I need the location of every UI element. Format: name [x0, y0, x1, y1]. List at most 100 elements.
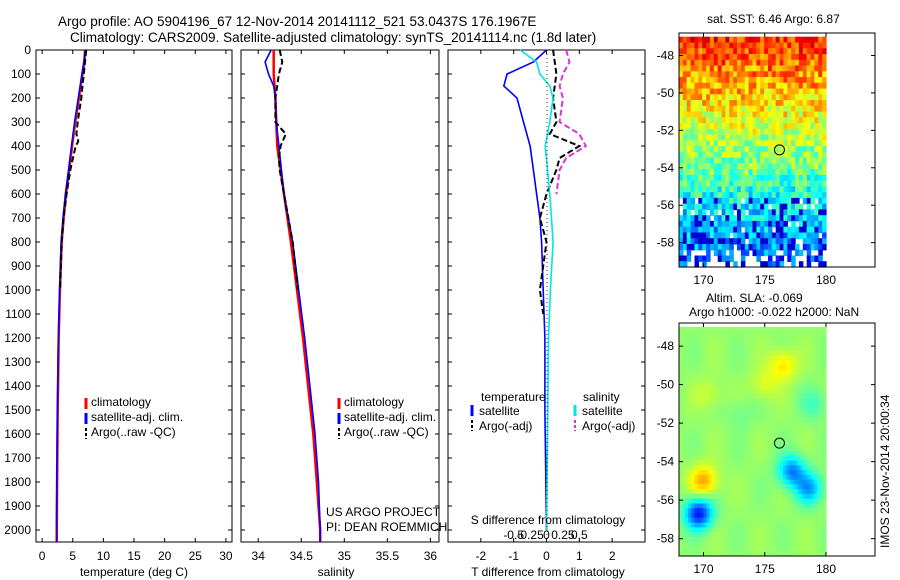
heatmap-cell: [767, 422, 772, 428]
heatmap-cell: [771, 42, 777, 49]
heatmap-cell: [691, 508, 695, 514]
heatmap-cell: [810, 412, 815, 419]
heatmap-cell: [731, 417, 735, 423]
heatmap-cell: [798, 455, 803, 462]
heatmap-cell: [731, 532, 735, 538]
heatmap-cell: [783, 484, 787, 490]
heatmap-cell: [804, 360, 809, 366]
heatmap-cell: [798, 48, 804, 55]
heatmap-cell: [764, 493, 769, 500]
heatmap-cell: [715, 431, 720, 438]
heatmap-cell: [682, 350, 686, 357]
heatmap-cell: [771, 157, 777, 164]
heatmap-cell: [806, 238, 812, 245]
heatmap-cell: [791, 151, 796, 159]
heatmap-cell: [822, 140, 827, 147]
heatmap-cell: [764, 451, 769, 457]
heatmap-cell: [728, 546, 732, 552]
heatmap-cell: [746, 436, 751, 443]
heatmap-cell: [694, 180, 699, 188]
heatmap-cell: [822, 345, 827, 352]
heatmap-cell: [717, 255, 723, 262]
heatmap-cell: [749, 388, 754, 395]
heatmap-cell: [688, 532, 692, 538]
heatmap-cell: [731, 412, 735, 419]
heatmap-cell: [685, 427, 689, 433]
heatmap-cell: [706, 232, 711, 239]
heatmap-cell: [758, 522, 763, 528]
heatmap-cell: [770, 465, 775, 471]
heatmap-cell: [798, 498, 803, 505]
heatmap-cell: [804, 393, 809, 400]
heatmap-cell: [733, 77, 738, 84]
heatmap-cell: [697, 431, 702, 438]
heatmap-cell: [731, 551, 735, 557]
heatmap-cell: [729, 65, 734, 72]
heatmap-cell: [679, 470, 683, 476]
heatmap-cell: [706, 197, 711, 205]
heatmap-cell: [758, 479, 763, 485]
heatmap-cell: [725, 71, 730, 78]
heatmap-cell: [780, 446, 784, 452]
heatmap-cell: [715, 484, 720, 490]
heatmap-cell: [737, 77, 742, 84]
heatmap-cell: [694, 360, 698, 366]
heatmap-cell: [717, 82, 723, 90]
heatmap-cell: [771, 100, 777, 107]
heatmap-cell: [709, 238, 715, 245]
heatmap-cell: [814, 94, 819, 101]
heatmap-cell: [795, 331, 800, 337]
heatmap-cell: [682, 65, 688, 72]
heatmap-cell: [798, 123, 804, 130]
heatmap-cell: [712, 398, 717, 404]
heatmap-cell: [744, 128, 750, 136]
heatmap-cell: [737, 398, 741, 404]
heatmap-cell: [752, 455, 757, 462]
heatmap-cell: [717, 244, 723, 251]
heatmap-cell: [764, 169, 769, 176]
heatmap-cell: [737, 422, 741, 428]
heatmap-cell: [780, 493, 784, 500]
heatmap-cell: [690, 128, 696, 136]
heatmap-cell: [795, 474, 800, 481]
heatmap-cell: [807, 551, 812, 557]
heatmap-cell: [810, 503, 815, 509]
heatmap-cell: [767, 360, 772, 366]
heatmap-cell: [801, 431, 806, 438]
heatmap-cell: [801, 360, 806, 366]
heatmap-cell: [746, 498, 751, 505]
heatmap-cell: [798, 379, 803, 385]
heatmap-cell: [783, 417, 787, 423]
heatmap-cell: [721, 436, 726, 443]
heatmap-cell: [743, 551, 747, 557]
heatmap-cell: [713, 128, 719, 136]
sla-map-frame: [678, 322, 876, 557]
heatmap-cell: [773, 331, 778, 337]
heatmap-cell: [700, 403, 705, 409]
heatmap-cell: [721, 94, 727, 101]
heatmap-cell: [679, 238, 684, 245]
heatmap-cell: [758, 417, 763, 423]
heatmap-cell: [729, 157, 734, 164]
heatmap-cell: [780, 541, 784, 548]
heatmap-cell: [721, 88, 727, 95]
heatmap-cell: [804, 431, 809, 438]
heatmap-cell: [740, 484, 744, 490]
heatmap-cell: [712, 441, 717, 447]
heatmap-cell: [798, 88, 804, 95]
heatmap-cell: [818, 48, 823, 55]
heatmap-cell: [679, 249, 684, 257]
heatmap-cell: [744, 105, 750, 113]
heatmap-cell: [773, 374, 778, 380]
heatmap-cell: [744, 146, 750, 153]
heatmap-cell: [807, 345, 812, 352]
heatmap-cell: [694, 336, 698, 342]
heatmap-cell: [700, 551, 705, 557]
heatmap-cell: [768, 220, 773, 228]
heatmap-cell: [752, 157, 757, 164]
heatmap-cell: [721, 157, 727, 164]
heatmap-cell: [768, 123, 773, 130]
heatmap-cell: [810, 508, 815, 514]
heatmap-cell: [740, 48, 746, 55]
heatmap-cell: [690, 82, 696, 90]
